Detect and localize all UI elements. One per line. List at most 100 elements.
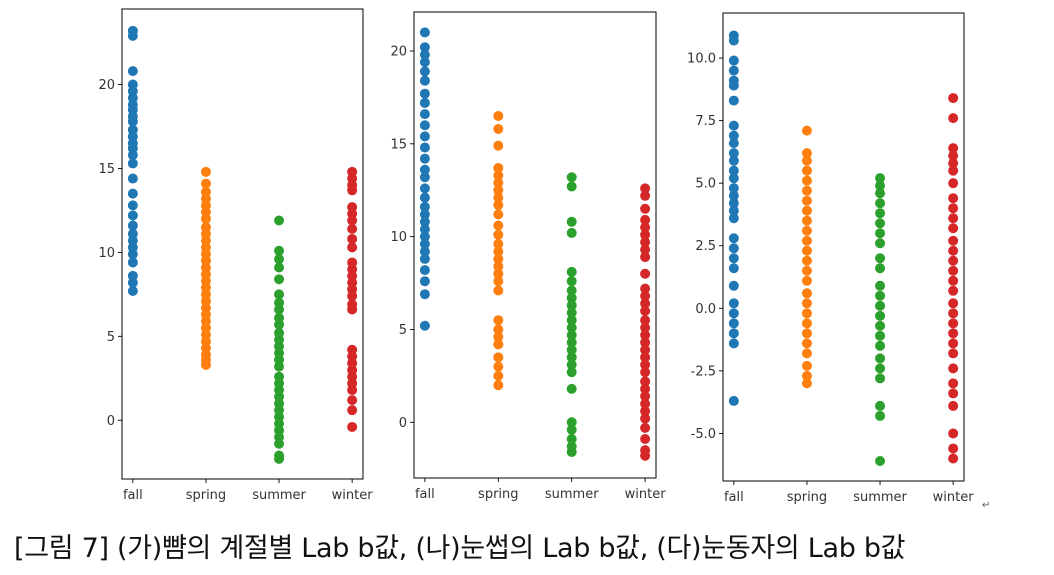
data-point — [801, 318, 812, 329]
data-point — [728, 328, 739, 339]
data-point — [493, 285, 504, 296]
data-point — [728, 233, 739, 244]
data-point — [948, 363, 959, 374]
data-point — [200, 359, 211, 370]
y-tick-label: -5.0 — [691, 427, 716, 442]
y-tick-label: 15 — [390, 137, 407, 152]
data-point — [728, 55, 739, 66]
y-tick-label: 2.5 — [695, 239, 716, 254]
y-tick-label: 5 — [107, 330, 115, 345]
data-point — [274, 453, 285, 464]
data-point — [801, 125, 812, 136]
data-point — [728, 80, 739, 91]
data-point — [728, 95, 739, 106]
data-point — [127, 200, 138, 211]
data-point — [728, 65, 739, 76]
series-winter — [640, 183, 651, 461]
data-point — [493, 276, 504, 287]
data-point — [274, 254, 285, 265]
data-point — [566, 300, 577, 311]
data-point — [419, 231, 430, 242]
data-point — [801, 348, 812, 359]
data-point — [127, 30, 138, 41]
series-summer — [566, 172, 577, 458]
data-point — [640, 391, 651, 402]
data-point — [948, 235, 959, 246]
data-point — [566, 172, 577, 183]
panel-cheek: 0 5 10 15 20 fall spring summer winter — [98, 8, 373, 503]
x-tick-label-fall: fall — [724, 490, 744, 505]
data-point — [801, 155, 812, 166]
series-fall — [728, 30, 739, 406]
series-winter — [948, 93, 959, 464]
data-point — [948, 203, 959, 214]
data-point — [640, 398, 651, 409]
data-point — [640, 283, 651, 294]
data-point — [948, 318, 959, 329]
data-point — [948, 178, 959, 189]
x-tick-label-summer: summer — [252, 488, 306, 503]
data-point — [728, 263, 739, 274]
data-point — [801, 185, 812, 196]
data-point — [728, 120, 739, 131]
data-point — [347, 304, 358, 315]
data-point — [347, 185, 358, 196]
data-point — [200, 213, 211, 224]
data-point — [640, 183, 651, 194]
data-point — [493, 220, 504, 231]
data-point — [948, 165, 959, 176]
series-summer — [875, 173, 886, 466]
data-point — [419, 153, 430, 164]
data-point — [728, 173, 739, 184]
data-point — [728, 190, 739, 201]
data-point — [728, 205, 739, 216]
data-point — [875, 253, 886, 264]
data-point — [640, 413, 651, 424]
data-point — [566, 330, 577, 341]
data-point — [801, 175, 812, 186]
series-spring — [801, 125, 812, 389]
data-point — [640, 203, 651, 214]
data-point — [948, 453, 959, 464]
data-point — [419, 192, 430, 203]
data-point — [419, 276, 430, 287]
data-point — [875, 263, 886, 274]
data-point — [640, 406, 651, 417]
data-point — [419, 97, 430, 108]
data-point — [274, 438, 285, 449]
data-point — [948, 285, 959, 296]
data-point — [493, 170, 504, 181]
data-point — [728, 338, 739, 349]
data-point — [127, 277, 138, 288]
data-point — [493, 380, 504, 391]
x-tick-label-fall: fall — [123, 488, 143, 503]
data-point — [875, 173, 886, 184]
data-point — [640, 376, 651, 387]
data-point — [728, 298, 739, 309]
data-point — [493, 239, 504, 250]
data-point — [801, 288, 812, 299]
data-point — [566, 307, 577, 318]
data-point — [801, 215, 812, 226]
data-point — [801, 360, 812, 371]
data-point — [801, 308, 812, 319]
y-tick-label: 20 — [98, 78, 115, 93]
data-point — [493, 200, 504, 211]
data-point — [419, 75, 430, 86]
data-point — [801, 205, 812, 216]
data-point — [419, 201, 430, 212]
series-fall — [127, 25, 138, 296]
data-point — [640, 422, 651, 433]
data-point — [875, 310, 886, 321]
data-point — [419, 42, 430, 53]
data-point — [728, 280, 739, 291]
data-point — [419, 320, 430, 331]
data-point — [875, 228, 886, 239]
data-point — [419, 57, 430, 68]
data-point — [493, 209, 504, 220]
y-tick-label: -2.5 — [691, 364, 716, 379]
data-point — [419, 239, 430, 250]
data-point — [640, 244, 651, 255]
y-tick-label: 0.0 — [695, 302, 716, 317]
data-point — [127, 286, 138, 296]
